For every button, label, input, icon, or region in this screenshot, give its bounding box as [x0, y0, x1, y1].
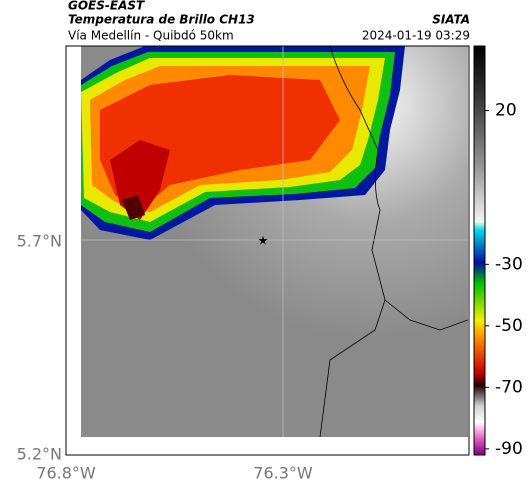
- title: GOES-EAST: [68, 0, 145, 13]
- colorbar-tick-label: -70: [495, 377, 523, 397]
- caption: Vía Medellín - Quibdó 50km: [68, 29, 234, 43]
- colorbar-tick-label: -30: [495, 254, 523, 274]
- colorbar: [473, 45, 486, 456]
- star: ★: [258, 234, 269, 248]
- lat-label: 5.7°N: [17, 232, 62, 251]
- colorbar-tick-label: -90: [495, 439, 523, 459]
- map-labels: 5.7°N 5.2°N 76.8°W 76.3°W: [17, 232, 313, 483]
- colorbar-tick-label: 20: [495, 101, 517, 121]
- lon-label: 76.8°W: [36, 464, 96, 483]
- satellite-image: ★: [81, 46, 468, 437]
- colorbar-tick-label: -50: [495, 316, 523, 336]
- colorbar-ticks: 20 -30 -50 -70 -90: [485, 101, 523, 459]
- lon-label: 76.3°W: [253, 464, 313, 483]
- map-frame: [65, 45, 470, 456]
- source: SIATA: [432, 13, 470, 27]
- header: GOES-EAST Temperatura de Brillo CH13 SIA…: [68, 0, 470, 43]
- lat-label: 5.2°N: [17, 445, 62, 464]
- subtitle: Temperatura de Brillo CH13: [68, 13, 255, 27]
- datetime: 2024-01-19 03:29: [362, 29, 470, 43]
